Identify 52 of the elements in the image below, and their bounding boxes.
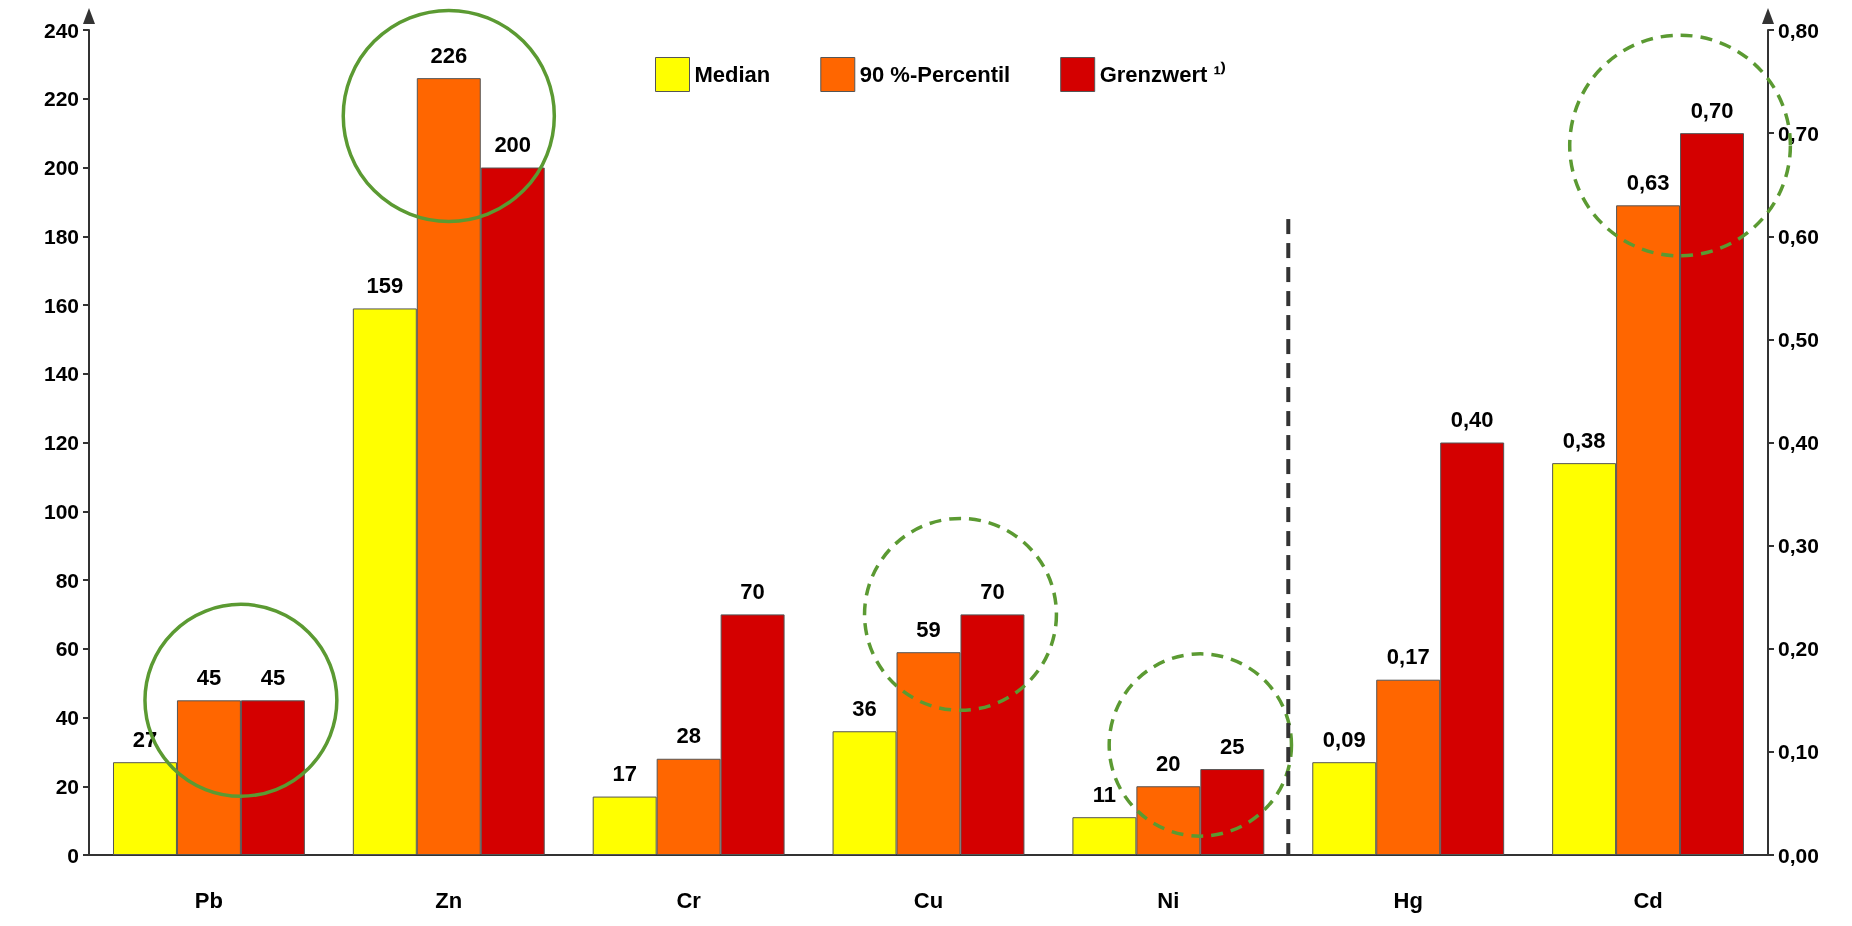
data-label: 59 <box>916 616 941 642</box>
y-tick-label: 60 <box>55 637 79 661</box>
data-label: 0,63 <box>1626 169 1670 195</box>
x-tick-label: Cu <box>913 887 944 913</box>
x-tick-label: Cd <box>1633 887 1663 913</box>
data-label: 45 <box>260 664 286 690</box>
data-label: 28 <box>676 723 701 749</box>
y2-tick-label: 0,20 <box>1778 637 1819 661</box>
y-tick-label: 220 <box>43 87 79 111</box>
y-tick-label: 80 <box>55 568 79 592</box>
y-tick-label: 40 <box>55 706 79 729</box>
y2-tick-label: 0,30 <box>1778 534 1819 558</box>
data-label: 0,40 <box>1450 407 1494 432</box>
y2-tick-label: 0,00 <box>1778 843 1819 867</box>
y-tick-label: 100 <box>43 499 79 523</box>
y-tick-label: 20 <box>55 774 79 798</box>
x-tick-label: Zn <box>435 887 463 913</box>
y2-tick-label: 0,10 <box>1778 740 1819 764</box>
data-label: 0,09 <box>1322 726 1366 752</box>
data-label: 36 <box>852 695 877 721</box>
legend-label: 90 %-Percentil <box>859 62 1011 87</box>
data-label: 226 <box>430 42 468 68</box>
y2-tick-label: 0,70 <box>1778 121 1819 145</box>
x-tick-label: Cr <box>676 887 702 913</box>
y-tick-label: 160 <box>43 293 79 317</box>
y-tick-label: 140 <box>43 362 79 386</box>
data-label: 25 <box>1220 733 1245 759</box>
legend-label: Median <box>694 62 771 87</box>
x-tick-label: Hg <box>1393 887 1423 913</box>
y2-tick-label: 0,50 <box>1778 327 1819 351</box>
data-label: 20 <box>1156 750 1181 776</box>
data-label: 45 <box>196 664 222 690</box>
y2-tick-label: 0,40 <box>1778 431 1819 454</box>
y-tick-label: 120 <box>43 431 79 454</box>
data-label: 11 <box>1092 781 1117 807</box>
data-label: 200 <box>494 132 532 157</box>
y2-tick-label: 0,60 <box>1778 224 1819 248</box>
data-label: 159 <box>366 272 404 298</box>
data-label: 0,17 <box>1386 644 1430 670</box>
data-label: 70 <box>980 578 1005 604</box>
y-tick-label: 200 <box>43 156 79 179</box>
data-label: 0,38 <box>1562 427 1606 453</box>
x-tick-label: Pb <box>194 887 223 913</box>
data-label: 17 <box>612 761 637 787</box>
data-label: 0,70 <box>1690 97 1734 123</box>
y-tick-label: 180 <box>43 224 79 248</box>
x-tick-label: Ni <box>1157 887 1180 913</box>
y-tick-label: 240 <box>43 18 79 42</box>
data-label: 70 <box>740 578 765 604</box>
legend-label: Grenzwert ¹⁾ <box>1099 61 1226 87</box>
y-tick-label: 0 <box>67 843 79 867</box>
y2-tick-label: 0,80 <box>1778 18 1819 42</box>
